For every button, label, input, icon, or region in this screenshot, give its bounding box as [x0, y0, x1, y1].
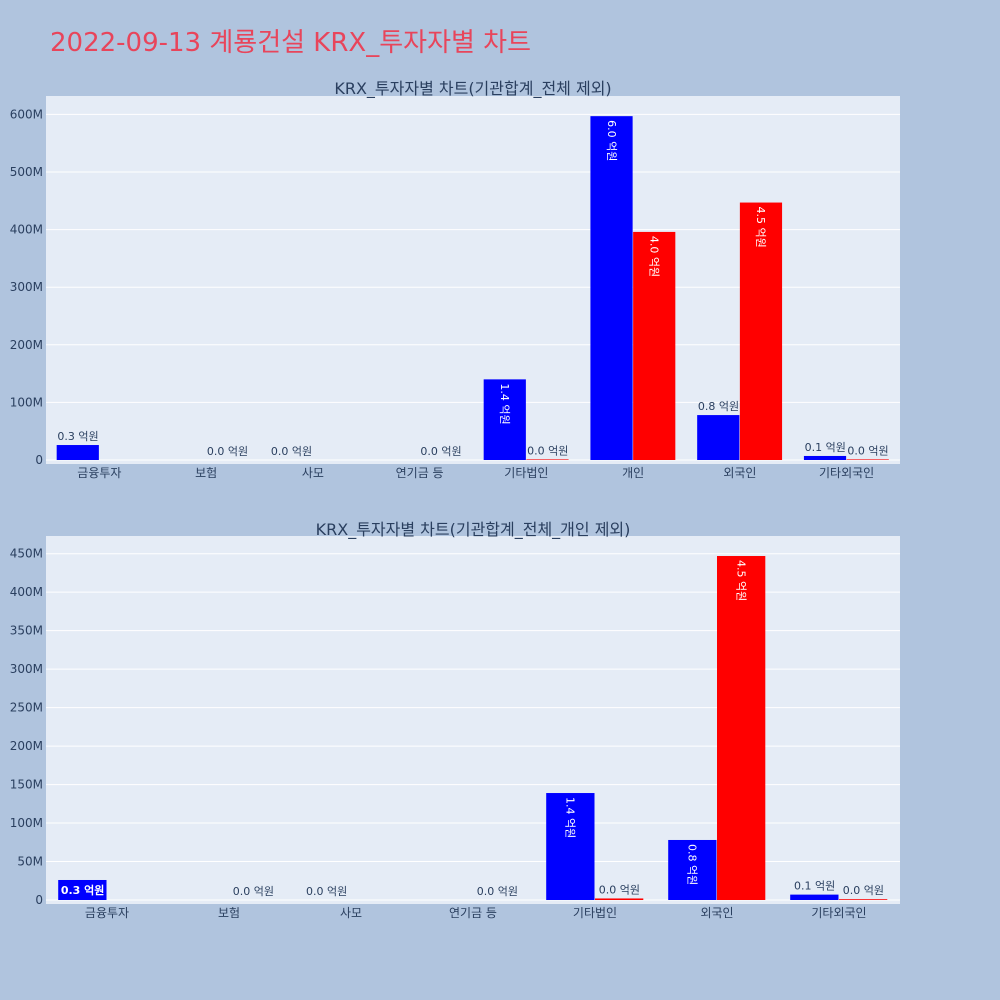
x-tick-label: 기타법인: [573, 906, 617, 920]
x-tick-label: 개인: [622, 466, 644, 480]
bar-data-label: 0.0 억원: [271, 445, 312, 458]
bar: [483, 379, 526, 460]
bar-data-label: 0.1 억원: [805, 441, 846, 454]
bar: [595, 898, 644, 900]
bar-data-label: 1.4 억원: [498, 383, 511, 424]
y-tick-label: 600M: [10, 107, 43, 121]
y-tick-label: 450M: [10, 547, 43, 561]
bar-data-label: 0.0 억원: [207, 445, 248, 458]
bar: [546, 793, 595, 900]
bar-data-label: 4.5 억원: [754, 207, 767, 248]
bar: [56, 445, 99, 460]
bar: [846, 459, 889, 460]
y-tick-label: 200M: [10, 338, 43, 352]
bar: [590, 116, 633, 460]
bar-data-label: 0.8 억원: [698, 400, 739, 413]
y-tick-label: 50M: [17, 855, 43, 869]
y-tick-label: 250M: [10, 701, 43, 715]
chart-title: KRX_투자자별 차트(기관합계_전체_개인 제외): [316, 520, 631, 540]
bar: [790, 894, 839, 900]
bar-data-label: 0.8 억원: [686, 844, 699, 885]
y-tick-label: 400M: [10, 223, 43, 237]
y-tick-label: 300M: [10, 280, 43, 294]
bar-data-label: 0.0 억원: [477, 885, 518, 898]
bar: [739, 202, 783, 460]
chart-title: KRX_투자자별 차트(기관합계_전체 제외): [334, 79, 611, 99]
bar: [526, 459, 569, 460]
x-tick-label: 연기금 등: [396, 466, 444, 480]
bar-data-label: 0.1 억원: [794, 880, 835, 893]
y-tick-label: 400M: [10, 585, 43, 599]
bar-data-label: 0.0 억원: [847, 444, 888, 457]
x-tick-label: 금융투자: [85, 906, 129, 920]
x-tick-label: 사모: [340, 906, 362, 920]
x-tick-label: 기타외국인: [819, 466, 874, 480]
x-tick-label: 기타법인: [504, 466, 548, 480]
bar-data-label: 0.0 억원: [233, 885, 274, 898]
bar-data-label: 0.0 억원: [527, 444, 568, 457]
y-tick-label: 0: [35, 893, 43, 907]
bar-data-label: 0.3 억원: [61, 883, 105, 897]
chart-1: KRX_투자자별 차트(기관합계_전체 제외) 0 100M 200M 300M 400M…: [10, 79, 900, 480]
bar: [697, 415, 740, 460]
bar-data-label: 4.5 억원: [734, 560, 747, 601]
y-tick-label: 100M: [10, 395, 43, 409]
y-tick-label: 350M: [10, 624, 43, 638]
bar-data-label: 4.0 억원: [647, 236, 660, 277]
bar-data-label: 0.0 억원: [843, 884, 884, 897]
x-tick-label: 외국인: [700, 906, 733, 920]
x-tick-label: 보험: [218, 906, 240, 920]
y-tick-label: 100M: [10, 816, 43, 830]
chart-2: KRX_투자자별 차트(기관합계_전체_개인 제외) 0 50M 100M 150M 20…: [10, 520, 900, 920]
bar-data-label: 0.3 억원: [57, 430, 98, 443]
bar: [803, 455, 847, 460]
page-title: 2022-09-13 계룡건설 KRX_투자자별 차트: [50, 28, 532, 58]
bar: [839, 899, 888, 900]
y-tick-label: 500M: [10, 165, 43, 179]
bar: [668, 839, 717, 900]
x-tick-label: 사모: [302, 466, 324, 480]
y-tick-label: 0: [35, 453, 43, 467]
plot-area: [46, 536, 900, 904]
x-tick-label: 연기금 등: [449, 906, 497, 920]
y-tick-label: 150M: [10, 778, 43, 792]
bar-data-label: 0.0 억원: [420, 445, 461, 458]
bar-data-label: 0.0 억원: [599, 883, 640, 896]
bar: [717, 556, 766, 900]
bar: [633, 231, 676, 460]
bar-data-label: 0.0 억원: [306, 885, 347, 898]
bar-data-label: 1.4 억원: [564, 797, 577, 838]
x-tick-label: 외국인: [723, 466, 756, 480]
bar: [58, 879, 107, 900]
x-tick-label: 금융투자: [77, 466, 121, 480]
bar-data-label: 6.0 억원: [605, 120, 618, 161]
x-tick-label: 기타외국인: [811, 906, 866, 920]
y-tick-label: 300M: [10, 662, 43, 676]
y-tick-label: 200M: [10, 739, 43, 753]
x-tick-label: 보험: [195, 466, 217, 480]
